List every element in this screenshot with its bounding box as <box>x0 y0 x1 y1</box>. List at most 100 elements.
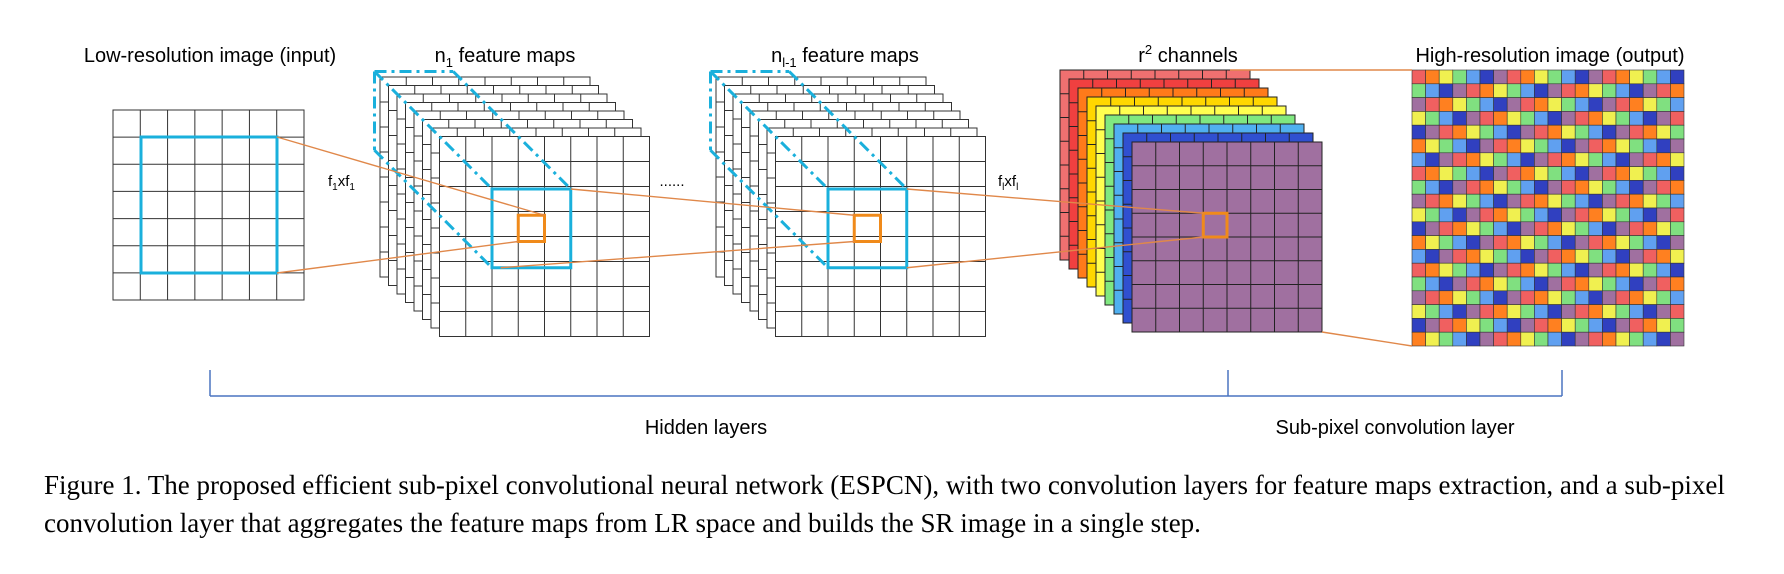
output-pixel <box>1629 180 1644 195</box>
output-pixel <box>1547 111 1562 126</box>
output-pixel <box>1520 111 1535 126</box>
output-pixel <box>1588 207 1603 223</box>
output-pixel <box>1574 193 1590 209</box>
output-pixel <box>1642 138 1658 154</box>
input-label: Low-resolution image (input) <box>84 45 336 67</box>
connector-input-bottom <box>276 240 519 274</box>
output-pixel <box>1642 124 1658 140</box>
output-pixel <box>1670 111 1685 126</box>
input-image-grid <box>112 109 305 301</box>
output-pixel <box>1493 235 1508 250</box>
output-pixel <box>1642 262 1658 278</box>
output-pixel <box>1656 249 1671 264</box>
output-pixel <box>1602 166 1617 181</box>
output-pixel <box>1588 180 1603 195</box>
output-pixel <box>1452 221 1467 236</box>
output-pixel <box>1534 97 1549 112</box>
output-pixel <box>1506 262 1522 278</box>
output-pixel <box>1615 207 1630 223</box>
output-pixel <box>1574 207 1590 223</box>
output-pixel <box>1670 152 1685 167</box>
output-pixel <box>1670 193 1685 209</box>
output-pixel <box>1547 262 1562 278</box>
output-pixel <box>1602 69 1617 85</box>
filter-size-1-label: f1xf1 <box>328 173 355 193</box>
output-pixel <box>1670 124 1685 140</box>
output-pixel <box>1642 221 1658 236</box>
output-pixel <box>1479 124 1494 140</box>
output-pixel <box>1670 318 1685 333</box>
output-pixel <box>1520 97 1535 112</box>
output-pixel <box>1629 111 1644 126</box>
output-pixel <box>1425 193 1440 209</box>
output-pixel <box>1561 138 1576 154</box>
output-pixel <box>1534 152 1549 167</box>
output-pixel <box>1425 235 1440 250</box>
output-pixel <box>1438 152 1454 167</box>
output-pixel <box>1615 249 1630 264</box>
nl-kernel <box>852 213 882 243</box>
output-pixel <box>1602 290 1617 305</box>
output-pixel <box>1493 193 1508 209</box>
output-pixel <box>1466 276 1481 292</box>
output-pixel <box>1615 193 1630 209</box>
output-pixel <box>1466 262 1481 278</box>
output-pixel <box>1629 276 1644 292</box>
output-pixel <box>1425 290 1440 305</box>
output-pixel <box>1642 276 1658 292</box>
output-pixel <box>1534 111 1549 126</box>
output-pixel <box>1506 111 1522 126</box>
output-pixel <box>1534 290 1549 305</box>
output-pixel <box>1602 111 1617 126</box>
output-pixel <box>1425 249 1440 264</box>
output-pixel <box>1615 138 1630 154</box>
output-pixel <box>1411 304 1426 319</box>
output-pixel <box>1656 97 1671 112</box>
n1-feature-maps-label: n1 feature maps <box>435 45 576 70</box>
output-pixel <box>1629 235 1644 250</box>
filter-size-l-label: flxfl <box>998 173 1018 193</box>
output-pixel <box>1615 69 1630 85</box>
output-pixel <box>1547 318 1562 333</box>
output-pixel <box>1615 152 1630 167</box>
output-pixel <box>1656 69 1671 85</box>
output-pixel <box>1656 235 1671 250</box>
output-pixel <box>1452 97 1467 112</box>
output-pixel <box>1534 235 1549 250</box>
output-pixel <box>1438 221 1454 236</box>
output-pixel <box>1466 207 1481 223</box>
connector-nl-bottom <box>906 236 1204 269</box>
output-pixel <box>1520 166 1535 181</box>
nl-dashed-diagonal <box>709 70 830 191</box>
output-pixel <box>1547 83 1562 98</box>
output-pixel <box>1602 262 1617 278</box>
output-pixel <box>1615 235 1630 250</box>
output-pixel <box>1411 124 1426 140</box>
output-pixel <box>1588 304 1603 319</box>
nl-feature-maps-label: nl-1 feature maps <box>771 45 919 70</box>
output-pixel <box>1588 249 1603 264</box>
output-pixel <box>1588 331 1603 347</box>
output-pixel <box>1506 83 1522 98</box>
nl-dashed-diagonal <box>788 70 908 191</box>
input-cell-grid-frame <box>112 109 305 301</box>
output-pixel <box>1602 180 1617 195</box>
output-pixel <box>1561 221 1576 236</box>
output-pixel <box>1452 180 1467 195</box>
output-pixel <box>1520 138 1535 154</box>
output-pixel <box>1452 262 1467 278</box>
output-pixel <box>1425 331 1440 347</box>
output-pixel <box>1670 262 1685 278</box>
output-pixel <box>1561 83 1576 98</box>
n1-dashed-diagonal <box>373 70 494 191</box>
output-pixel <box>1425 111 1440 126</box>
output-pixel <box>1466 249 1481 264</box>
output-pixel <box>1438 235 1454 250</box>
output-pixel <box>1425 124 1440 140</box>
output-pixel <box>1520 276 1535 292</box>
output-pixel <box>1411 262 1426 278</box>
output-pixel <box>1534 138 1549 154</box>
output-pixel <box>1547 69 1562 85</box>
output-pixel <box>1642 331 1658 347</box>
output-pixel <box>1534 221 1549 236</box>
